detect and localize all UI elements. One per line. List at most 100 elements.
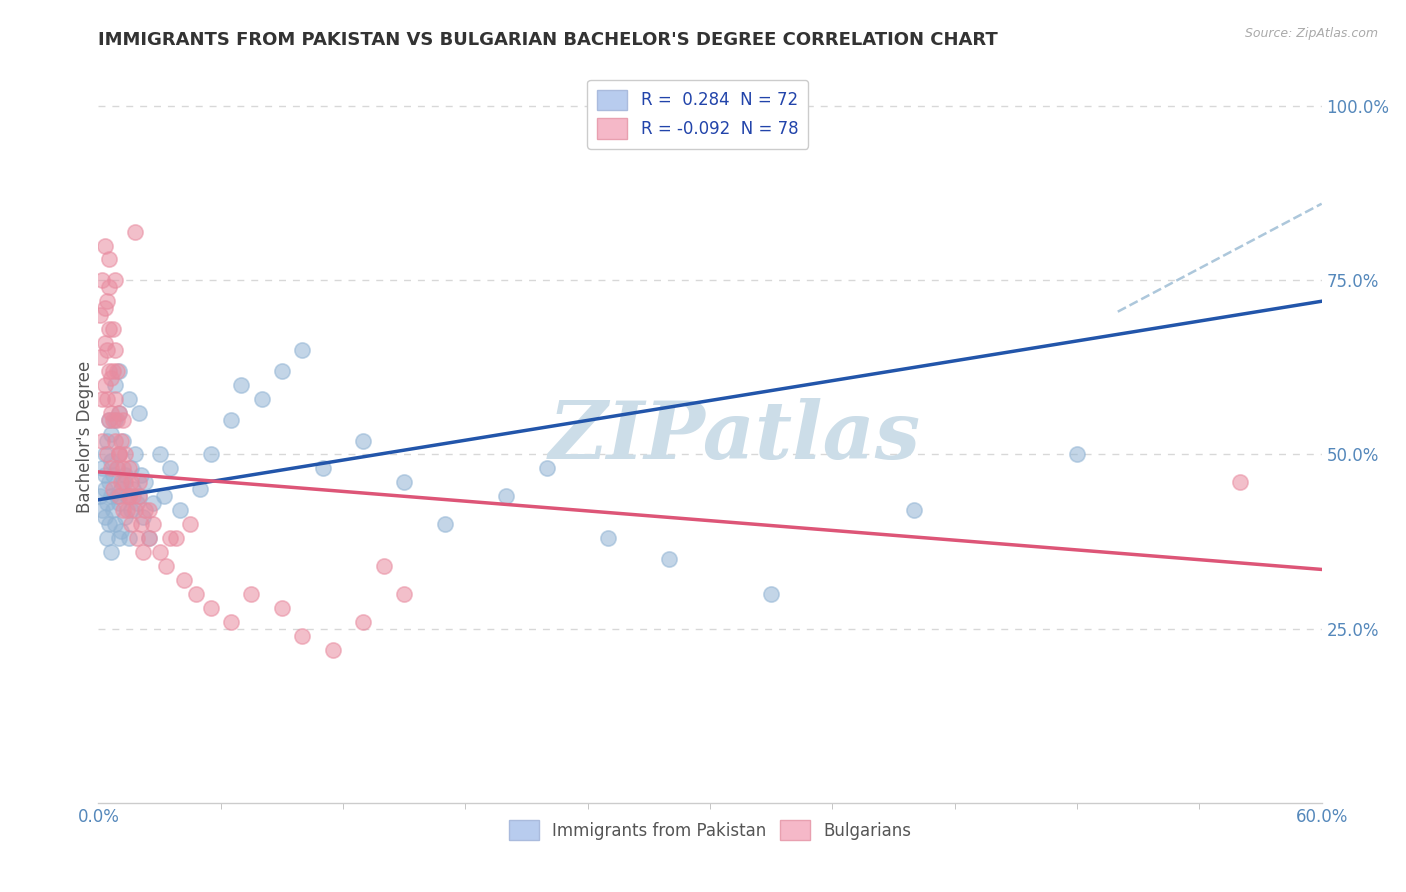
- Point: [105, 461, 128, 475]
- Point: [124, 225, 146, 239]
- Point: [128, 406, 150, 420]
- Point: [142, 496, 165, 510]
- Point: [93, 377, 115, 392]
- Point: [118, 461, 141, 475]
- Point: [96, 448, 118, 462]
- Point: [105, 412, 128, 426]
- Point: [142, 517, 165, 532]
- Point: [91, 273, 114, 287]
- Point: [152, 489, 174, 503]
- Point: [134, 503, 156, 517]
- Point: [93, 510, 115, 524]
- Point: [97, 412, 120, 426]
- Point: [111, 461, 134, 475]
- Point: [100, 454, 122, 468]
- Point: [149, 448, 172, 462]
- Point: [111, 475, 134, 490]
- Point: [231, 377, 253, 392]
- Point: [108, 448, 131, 462]
- Point: [100, 371, 122, 385]
- Point: [108, 448, 131, 462]
- Point: [598, 531, 620, 545]
- Point: [129, 517, 152, 532]
- Point: [97, 412, 120, 426]
- Point: [240, 587, 263, 601]
- Point: [169, 503, 191, 517]
- Point: [138, 503, 160, 517]
- Point: [118, 489, 141, 503]
- Point: [104, 377, 127, 392]
- Point: [124, 448, 146, 462]
- Point: [120, 503, 142, 517]
- Text: ZIPatlas: ZIPatlas: [548, 399, 921, 475]
- Point: [291, 629, 314, 643]
- Point: [118, 392, 141, 406]
- Point: [291, 343, 314, 357]
- Point: [200, 448, 222, 462]
- Point: [93, 448, 115, 462]
- Point: [100, 406, 122, 420]
- Point: [159, 531, 181, 545]
- Point: [104, 412, 127, 426]
- Y-axis label: Bachelor's Degree: Bachelor's Degree: [76, 361, 94, 513]
- Point: [101, 412, 124, 426]
- Point: [96, 434, 118, 448]
- Point: [392, 475, 416, 490]
- Point: [93, 483, 115, 497]
- Point: [110, 434, 132, 448]
- Point: [200, 600, 222, 615]
- Point: [322, 642, 344, 657]
- Point: [495, 489, 517, 503]
- Point: [114, 468, 136, 483]
- Point: [93, 238, 115, 252]
- Point: [761, 587, 783, 601]
- Point: [104, 273, 127, 287]
- Point: [93, 336, 115, 351]
- Point: [93, 468, 115, 483]
- Legend: Immigrants from Pakistan, Bulgarians: Immigrants from Pakistan, Bulgarians: [502, 814, 918, 847]
- Point: [110, 483, 132, 497]
- Point: [127, 496, 149, 510]
- Point: [114, 475, 136, 490]
- Point: [188, 483, 212, 497]
- Text: Source: ZipAtlas.com: Source: ZipAtlas.com: [1244, 27, 1378, 40]
- Point: [138, 531, 160, 545]
- Point: [108, 364, 131, 378]
- Point: [108, 406, 131, 420]
- Point: [134, 475, 156, 490]
- Point: [91, 434, 114, 448]
- Point: [250, 392, 273, 406]
- Point: [128, 489, 150, 503]
- Point: [132, 510, 155, 524]
- Point: [96, 343, 118, 357]
- Point: [101, 503, 124, 517]
- Point: [270, 600, 294, 615]
- Point: [89, 350, 111, 364]
- Point: [111, 434, 134, 448]
- Point: [165, 531, 187, 545]
- Point: [122, 483, 145, 497]
- Point: [105, 364, 128, 378]
- Point: [138, 531, 160, 545]
- Point: [104, 392, 127, 406]
- Point: [97, 280, 120, 294]
- Point: [124, 503, 146, 517]
- Point: [110, 524, 132, 538]
- Point: [536, 461, 558, 475]
- Point: [149, 545, 172, 559]
- Point: [114, 510, 136, 524]
- Point: [270, 364, 294, 378]
- Point: [186, 587, 208, 601]
- Text: IMMIGRANTS FROM PAKISTAN VS BULGARIAN BACHELOR'S DEGREE CORRELATION CHART: IMMIGRANTS FROM PAKISTAN VS BULGARIAN BA…: [98, 31, 998, 49]
- Point: [179, 517, 201, 532]
- Point: [100, 426, 122, 441]
- Point: [96, 496, 118, 510]
- Point: [108, 496, 131, 510]
- Point: [903, 503, 925, 517]
- Point: [110, 475, 132, 490]
- Point: [128, 475, 150, 490]
- Point: [96, 294, 118, 309]
- Point: [352, 434, 374, 448]
- Point: [97, 517, 120, 532]
- Point: [97, 322, 120, 336]
